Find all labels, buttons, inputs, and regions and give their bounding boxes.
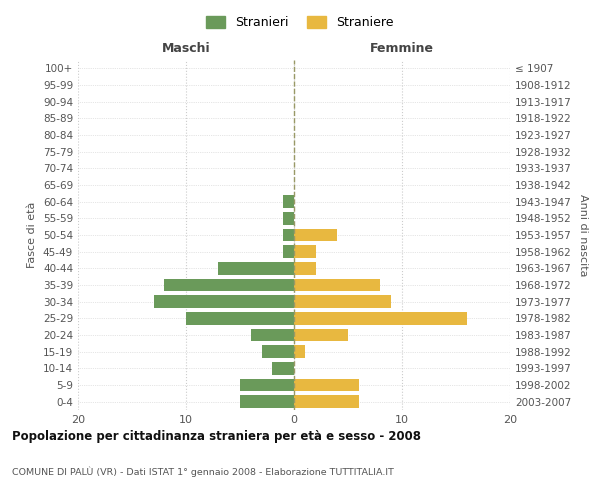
Bar — [262, 346, 294, 358]
Bar — [294, 312, 467, 324]
Bar — [218, 262, 294, 274]
Bar — [294, 279, 380, 291]
Bar — [186, 312, 294, 324]
Text: COMUNE DI PALÙ (VR) - Dati ISTAT 1° gennaio 2008 - Elaborazione TUTTITALIA.IT: COMUNE DI PALÙ (VR) - Dati ISTAT 1° genn… — [12, 466, 394, 477]
Bar — [240, 396, 294, 408]
Text: Femmine: Femmine — [370, 42, 434, 55]
Bar — [283, 196, 294, 208]
Legend: Stranieri, Straniere: Stranieri, Straniere — [202, 11, 398, 34]
Bar — [164, 279, 294, 291]
Bar — [251, 329, 294, 341]
Text: Popolazione per cittadinanza straniera per età e sesso - 2008: Popolazione per cittadinanza straniera p… — [12, 430, 421, 443]
Bar — [283, 229, 294, 241]
Bar — [294, 246, 316, 258]
Bar — [154, 296, 294, 308]
Bar — [294, 296, 391, 308]
Bar — [294, 262, 316, 274]
Y-axis label: Anni di nascita: Anni di nascita — [578, 194, 588, 276]
Y-axis label: Fasce di età: Fasce di età — [28, 202, 37, 268]
Bar — [294, 396, 359, 408]
Bar — [294, 329, 348, 341]
Bar — [240, 379, 294, 391]
Bar — [283, 246, 294, 258]
Bar — [294, 229, 337, 241]
Text: Maschi: Maschi — [161, 42, 211, 55]
Bar — [294, 346, 305, 358]
Bar — [272, 362, 294, 374]
Bar — [294, 379, 359, 391]
Bar — [283, 212, 294, 224]
